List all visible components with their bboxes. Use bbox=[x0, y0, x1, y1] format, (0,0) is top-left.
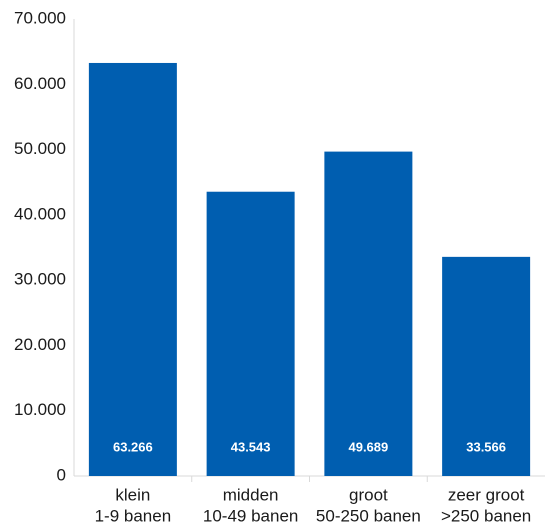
y-tick-label: 0 bbox=[57, 465, 66, 484]
x-axis: klein 1-9 banen midden 10-49 banen groot 50-2… bbox=[74, 475, 545, 524]
x-category-label: 10-49 banen bbox=[203, 506, 298, 524]
x-category-label: zeer groot bbox=[448, 485, 525, 504]
bar-value-label: 33.566 bbox=[466, 439, 506, 454]
x-category-label: 50-250 banen bbox=[316, 506, 421, 524]
y-tick-label: 20.000 bbox=[14, 335, 66, 354]
x-category-label: 1-9 banen bbox=[95, 506, 172, 524]
y-axis: 0 10.000 20.000 30.000 40.000 50.000 60.000 70.… bbox=[14, 8, 75, 484]
bar-value-label: 43.543 bbox=[231, 439, 271, 454]
bar bbox=[442, 256, 531, 476]
bar-value-label: 49.689 bbox=[348, 439, 388, 454]
x-category-label: klein bbox=[115, 485, 150, 504]
bar bbox=[88, 62, 177, 476]
x-category-label: >250 banen bbox=[441, 506, 531, 524]
bar-value-label: 63.266 bbox=[113, 439, 153, 454]
x-category-label: groot bbox=[349, 485, 388, 504]
bar bbox=[206, 191, 295, 476]
y-tick-label: 10.000 bbox=[14, 400, 66, 419]
y-tick-label: 40.000 bbox=[14, 204, 66, 223]
bar bbox=[324, 151, 413, 476]
x-category-label: midden bbox=[223, 485, 279, 504]
y-tick-label: 70.000 bbox=[14, 8, 66, 27]
y-tick-label: 50.000 bbox=[14, 139, 66, 158]
y-tick-label: 60.000 bbox=[14, 74, 66, 93]
y-tick-label: 30.000 bbox=[14, 270, 66, 289]
bars: 63.266 43.543 49.689 33.566 bbox=[88, 62, 531, 476]
